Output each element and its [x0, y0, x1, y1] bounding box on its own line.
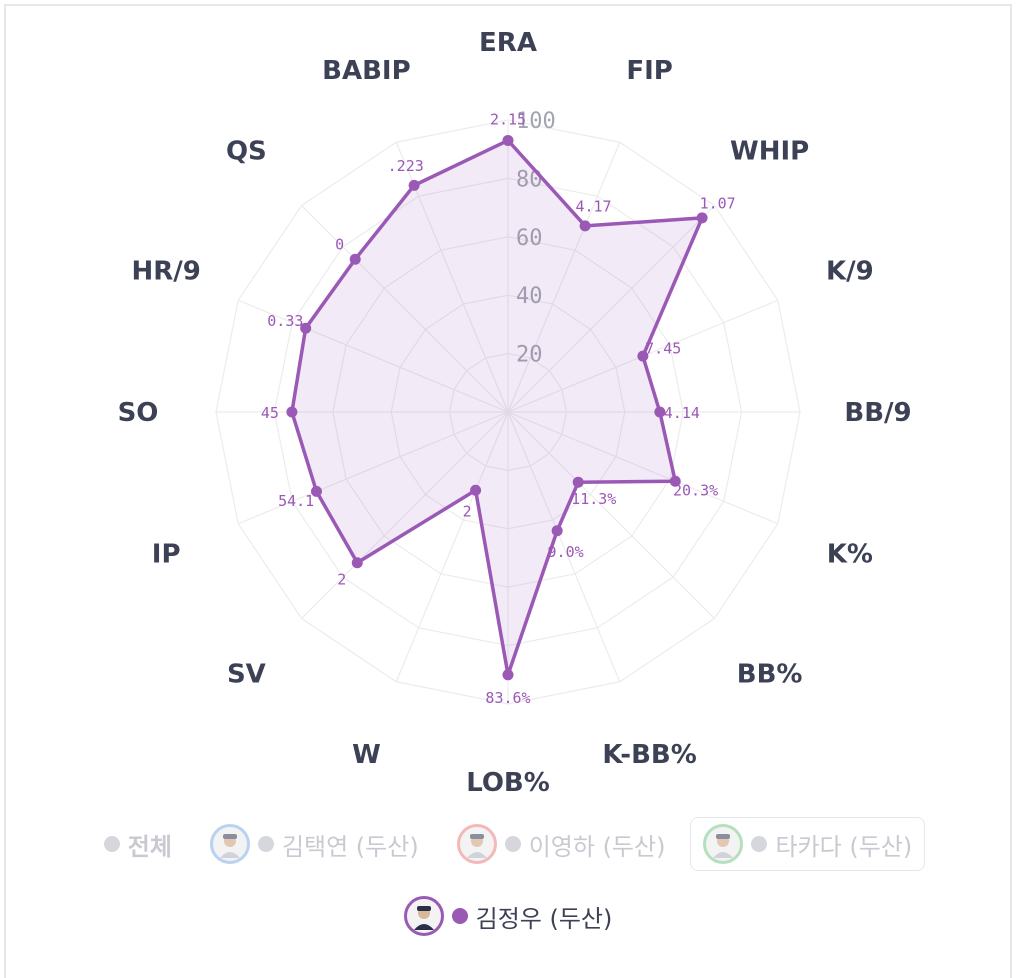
data-point: [502, 669, 514, 681]
grid-spoke: [507, 141, 621, 413]
data-label: 9.0%: [548, 543, 584, 561]
legend-item-kim-jungwoo[interactable]: 김정우 (두산): [391, 889, 626, 943]
data-label: 7.45: [645, 340, 681, 358]
grid-spoke: [507, 411, 779, 525]
legend-item-kim-taekyeon[interactable]: 김택연 (두산): [197, 817, 432, 871]
grid-spoke: [301, 411, 509, 619]
player-avatar-icon: [209, 824, 250, 864]
legend-row-1: 전체 김택연 (두산) 이영하 (두산) 타카다 (두산): [0, 816, 1016, 872]
scale-tick-label: 100: [516, 109, 556, 134]
data-label: 1.07: [700, 194, 736, 212]
legend-label: 타카다 (두산): [775, 832, 913, 861]
legend-row-2: 김정우 (두산): [0, 888, 1016, 944]
data-point: [637, 350, 649, 362]
grid-spoke: [507, 411, 715, 619]
axis-label: BB/9: [844, 398, 911, 428]
legend-dot: [257, 836, 274, 852]
grid-spoke: [301, 205, 509, 413]
axis-label: BABIP: [322, 56, 411, 86]
axis-label: FIP: [626, 56, 673, 86]
data-label: 4.17: [575, 198, 611, 216]
player-avatar-icon: [703, 824, 744, 864]
data-label: 11.3%: [571, 490, 616, 508]
player-avatar-icon: [456, 824, 497, 864]
axis-label: K/9: [826, 256, 874, 286]
axis-label: WHIP: [730, 136, 809, 166]
data-point: [654, 406, 666, 418]
axis-label: SV: [227, 660, 266, 690]
data-label: 83.6%: [485, 689, 530, 707]
legend-dot: [504, 836, 521, 852]
data-point: [572, 476, 584, 488]
data-label: .223: [388, 157, 424, 175]
legend-dot: [751, 836, 768, 852]
axis-label: K-BB%: [602, 740, 696, 770]
grid-spoke: [237, 299, 509, 413]
data-label: 2: [337, 570, 346, 588]
scale-tick-label: 60: [516, 226, 543, 251]
legend-label: 김택연 (두산): [281, 832, 419, 861]
data-point: [286, 406, 298, 418]
legend-label: 김정우 (두산): [475, 904, 613, 933]
legend-item-all[interactable]: 전체: [91, 820, 185, 869]
data-label: 2.15: [490, 110, 526, 128]
player-avatar-icon: [403, 896, 444, 936]
legend-item-takada[interactable]: 타카다 (두산): [690, 817, 926, 871]
data-point: [470, 484, 482, 496]
data-point: [408, 179, 420, 191]
chart-card: [4, 4, 1012, 978]
data-point: [551, 525, 563, 537]
data-point: [696, 212, 708, 224]
data-label: 20.3%: [673, 482, 718, 500]
legend-label: 전체: [127, 832, 172, 861]
data-point: [349, 253, 361, 265]
scale-tick-label: 20: [516, 343, 543, 368]
series-area: [290, 138, 704, 677]
data-point: [310, 485, 322, 497]
legend-dot: [451, 908, 468, 924]
data-label: 2: [463, 503, 472, 521]
radar-chart: 20406080100ERAFIPWHIPK/9BB/9K%BB%K-BB%LO…: [118, 28, 912, 798]
axis-label: SO: [118, 398, 159, 428]
data-point: [579, 220, 591, 232]
grid-spoke: [395, 411, 509, 683]
data-label: 4.14: [664, 404, 700, 422]
data-label: 54.1: [278, 492, 314, 510]
axis-label: LOB%: [466, 768, 550, 798]
data-label: 45: [261, 404, 279, 422]
data-label: 0: [335, 236, 344, 254]
axis-label: BB%: [737, 660, 803, 690]
data-point: [502, 134, 514, 146]
grid-spoke: [507, 411, 621, 683]
legend-item-lee-younghah[interactable]: 이영하 (두산): [444, 817, 679, 871]
legend-label: 이영하 (두산): [528, 832, 666, 861]
data-point: [300, 322, 312, 334]
grid-spoke: [507, 205, 715, 413]
axis-label: QS: [226, 136, 267, 166]
grid-spoke: [237, 411, 509, 525]
legend-dot: [103, 836, 120, 852]
data-label: 0.33: [267, 312, 303, 330]
data-point: [351, 557, 363, 569]
axis-label: K%: [827, 540, 873, 570]
axis-label: W: [352, 740, 381, 770]
axis-label: IP: [152, 540, 181, 570]
scale-tick-label: 40: [516, 284, 543, 309]
data-point: [669, 475, 681, 487]
axis-label: HR/9: [131, 256, 200, 286]
axis-label: ERA: [479, 28, 537, 58]
